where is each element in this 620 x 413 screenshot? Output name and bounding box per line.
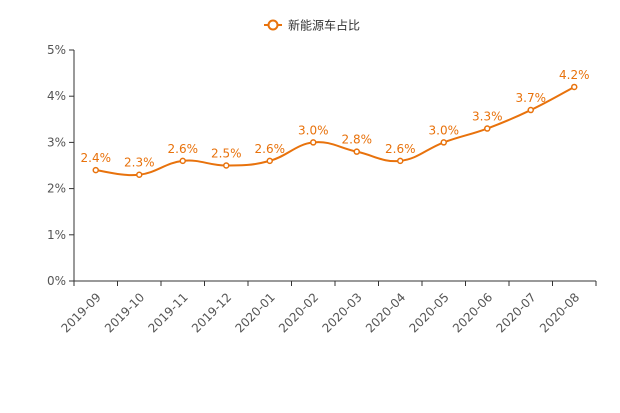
data-point[interactable]	[353, 148, 360, 155]
x-tick-label: 2020-06	[450, 290, 495, 335]
data-points	[92, 83, 578, 178]
data-label: 2.4%	[81, 151, 112, 165]
x-tick-label: 2020-02	[276, 290, 321, 335]
y-tick-label: 5%	[47, 43, 66, 57]
data-label: 2.8%	[342, 133, 373, 147]
y-tick-label: 1%	[47, 228, 66, 242]
data-label: 2.6%	[168, 142, 199, 156]
data-label: 2.6%	[385, 142, 416, 156]
x-tick-label: 2020-01	[232, 290, 277, 335]
data-point[interactable]	[136, 171, 143, 178]
data-label: 3.7%	[516, 91, 547, 105]
legend[interactable]: 新能源车占比	[264, 18, 360, 33]
legend-label: 新能源车占比	[288, 18, 360, 33]
data-label: 2.3%	[124, 156, 155, 170]
data-label: 2.6%	[255, 142, 286, 156]
x-ticks: 2019-092019-102019-112019-122020-012020-…	[58, 281, 597, 336]
y-tick-label: 0%	[47, 274, 66, 288]
x-tick-label: 2019-10	[102, 290, 147, 335]
x-tick-label: 2020-03	[319, 290, 364, 335]
data-point[interactable]	[179, 157, 186, 165]
data-label: 2.5%	[211, 147, 242, 161]
data-point[interactable]	[571, 83, 578, 91]
x-tick-label: 2019-09	[58, 290, 103, 335]
y-tick-label: 4%	[47, 89, 66, 103]
x-tick-label: 2019-11	[145, 290, 190, 335]
y-ticks: 0% 1% 2% 3% 4% 5%	[47, 43, 74, 288]
x-tick-label: 2020-08	[537, 290, 582, 335]
data-point[interactable]	[484, 125, 491, 132]
data-label: 3.3%	[472, 110, 503, 124]
data-point[interactable]	[266, 157, 273, 165]
data-point[interactable]	[440, 139, 447, 146]
data-point[interactable]	[397, 157, 404, 165]
y-tick-label: 2%	[47, 182, 66, 196]
data-labels: 2.4% 2.3% 2.6% 2.5% 2.6% 3.0% 2.8% 2.6% 3.0% 3.3%…	[81, 68, 590, 170]
series-line	[95, 86, 575, 177]
data-label: 4.2%	[559, 68, 590, 82]
data-label: 3.0%	[298, 123, 329, 137]
y-tick-label: 3%	[47, 135, 66, 149]
data-point[interactable]	[223, 162, 230, 169]
x-tick-label: 2019-12	[189, 290, 234, 335]
x-tick-label: 2020-07	[493, 290, 538, 335]
data-point[interactable]	[527, 106, 534, 114]
data-point[interactable]	[92, 166, 99, 174]
legend-circle-marker	[267, 19, 279, 31]
x-tick-label: 2020-04	[363, 290, 408, 335]
data-point[interactable]	[310, 139, 317, 146]
x-tick-label: 2020-05	[406, 290, 451, 335]
data-label: 3.0%	[429, 123, 460, 137]
